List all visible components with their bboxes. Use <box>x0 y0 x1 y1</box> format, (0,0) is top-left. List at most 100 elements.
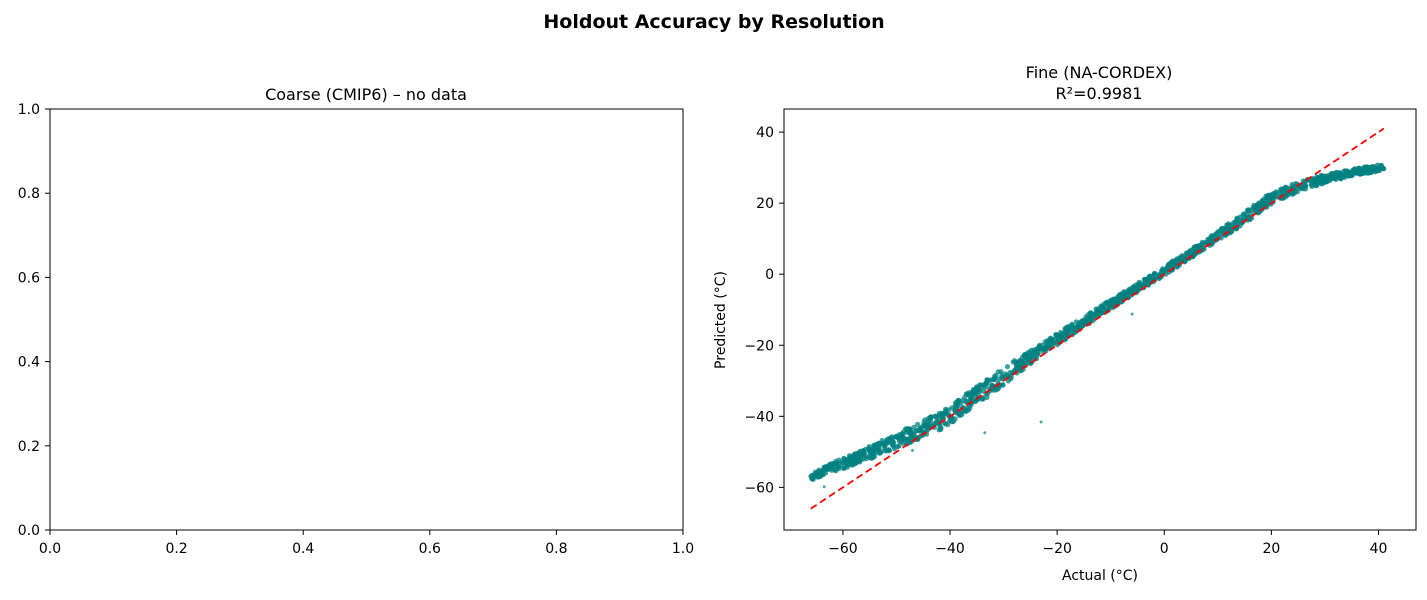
coarse-y-tick-label: 0.6 <box>18 270 40 286</box>
data-point <box>881 442 887 448</box>
fine-axes-title: Fine (NA-CORDEX) <box>1026 63 1173 82</box>
data-point <box>1112 296 1118 302</box>
data-point <box>1308 182 1314 188</box>
data-point <box>1000 382 1006 388</box>
data-point <box>1224 222 1230 228</box>
data-point <box>942 420 948 426</box>
data-point <box>1071 325 1077 331</box>
data-point <box>915 421 921 427</box>
data-point <box>1320 173 1326 179</box>
coarse-x-tick-label: 0.4 <box>292 541 314 557</box>
data-point <box>1240 211 1246 217</box>
data-point <box>1199 239 1205 245</box>
fine-y-tick-label: 20 <box>756 196 774 212</box>
fine-x-tick-label: −60 <box>828 541 858 557</box>
coarse-axes: Coarse (CMIP6) – no data 0.0 0.2 0.4 0.6… <box>18 85 694 557</box>
coarse-y-axis: 0.0 0.2 0.4 0.6 0.8 1.0 <box>18 102 50 539</box>
data-point <box>829 467 835 473</box>
data-point <box>1170 260 1176 266</box>
data-point <box>1022 351 1028 357</box>
coarse-axes-title: Coarse (CMIP6) – no data <box>265 85 467 104</box>
data-point <box>1137 279 1143 285</box>
data-point <box>859 450 865 457</box>
data-point <box>899 431 905 437</box>
data-point <box>889 434 895 440</box>
data-point <box>1107 300 1113 306</box>
data-point <box>1087 310 1094 316</box>
outlier-point <box>1130 312 1134 316</box>
data-point <box>866 454 873 461</box>
data-point <box>1231 220 1237 226</box>
data-point <box>941 411 947 417</box>
data-point <box>979 396 986 402</box>
data-point <box>1142 278 1148 284</box>
data-point <box>1163 271 1169 277</box>
coarse-x-tick-label: 0.8 <box>545 541 567 557</box>
fine-y-tick-label: 40 <box>756 125 774 141</box>
data-point <box>1369 164 1375 171</box>
data-point <box>820 470 826 476</box>
data-point <box>1121 294 1128 300</box>
data-point <box>1348 172 1354 178</box>
data-point <box>1035 351 1041 357</box>
data-point <box>1029 352 1035 358</box>
fine-y-tick-label: −60 <box>744 480 774 496</box>
outlier-point <box>1039 420 1043 424</box>
data-point <box>922 417 928 423</box>
data-point <box>1089 316 1095 322</box>
coarse-x-tick-label: 0.0 <box>39 541 61 557</box>
coarse-y-tick-label: 1.0 <box>18 102 40 118</box>
data-point <box>1082 318 1088 324</box>
data-point <box>1071 330 1078 336</box>
data-point <box>1376 167 1383 174</box>
fine-x-axis-label: Actual (°C) <box>1062 568 1138 584</box>
data-point <box>1356 165 1362 171</box>
data-point <box>829 462 835 468</box>
data-point <box>1100 310 1106 316</box>
data-point <box>1122 289 1128 295</box>
data-point <box>1127 288 1133 294</box>
data-point <box>1222 227 1228 233</box>
data-point <box>1350 167 1357 173</box>
data-point <box>867 448 873 454</box>
coarse-x-axis: 0.0 0.2 0.4 0.6 0.8 1.0 <box>39 530 694 557</box>
fine-axes-frame <box>783 108 1417 531</box>
data-point <box>934 415 940 421</box>
data-point <box>1115 296 1121 302</box>
data-point <box>1180 255 1186 261</box>
data-point <box>1028 347 1034 353</box>
data-point <box>1034 346 1040 352</box>
data-point <box>1147 273 1153 280</box>
data-point <box>949 419 955 425</box>
data-point <box>1066 328 1073 334</box>
data-point <box>1053 332 1059 338</box>
identity-reference-line <box>810 127 1385 510</box>
data-point <box>938 425 944 431</box>
data-point <box>1314 174 1320 180</box>
data-point <box>1300 186 1306 192</box>
data-point <box>809 476 816 482</box>
data-point <box>891 443 897 449</box>
data-point <box>1266 192 1272 198</box>
data-point <box>982 384 989 390</box>
coarse-x-tick-label: 1.0 <box>672 541 694 557</box>
data-point <box>1199 243 1205 249</box>
fine-x-tick-label: 40 <box>1370 541 1388 557</box>
data-point <box>1262 198 1269 204</box>
fine-axes: Fine (NA-CORDEX) R²=0.9981 −60 −40 −20 0 20 4… <box>713 63 1417 584</box>
data-point <box>961 407 968 413</box>
data-point <box>1312 179 1319 185</box>
data-point <box>1363 169 1369 175</box>
data-point <box>876 440 882 446</box>
data-point <box>835 464 841 470</box>
data-point <box>836 457 842 463</box>
data-point <box>1335 174 1341 180</box>
data-point <box>1026 358 1032 364</box>
data-point <box>926 417 932 423</box>
data-point <box>969 389 975 395</box>
data-point <box>850 461 856 467</box>
data-point <box>1069 321 1075 327</box>
data-point <box>1079 318 1085 324</box>
